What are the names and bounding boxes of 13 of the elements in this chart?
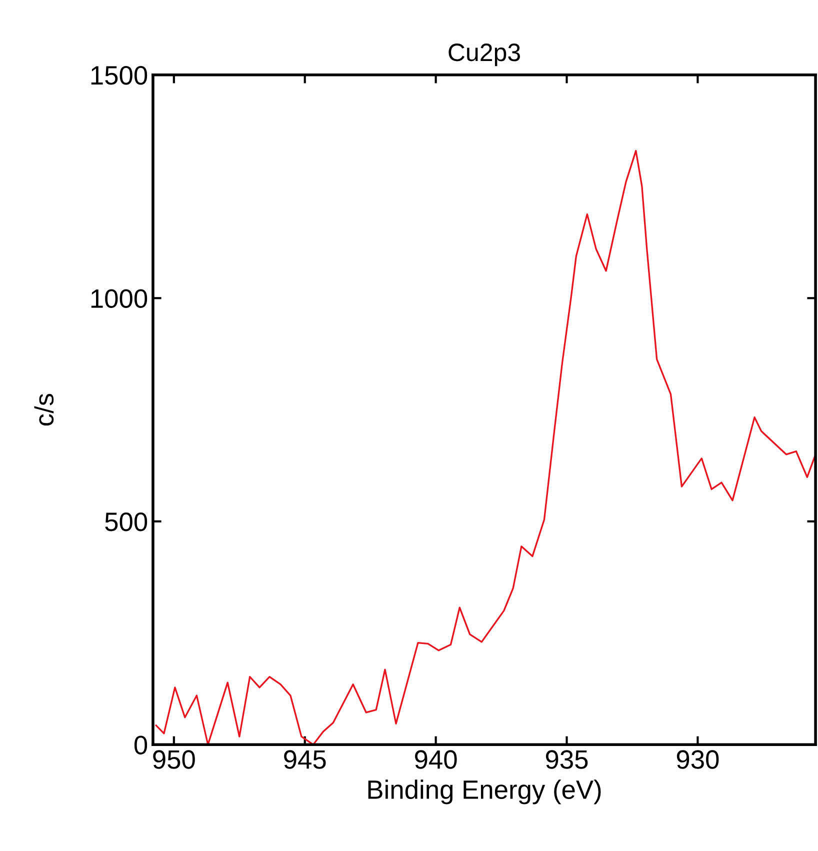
y-tick-label: 1500 xyxy=(91,66,148,85)
y-tick-label: 1000 xyxy=(91,289,148,308)
chart-title: Cu2p3 xyxy=(448,44,520,66)
x-tick-label: 935 xyxy=(546,750,588,769)
y-tick-label: 500 xyxy=(105,512,148,532)
x-tick-label: 940 xyxy=(415,750,457,769)
y-axis-title: c/s xyxy=(34,394,54,426)
line-series xyxy=(155,150,816,745)
x-tick-label: 945 xyxy=(284,750,326,769)
x-tick-label: 950 xyxy=(153,750,195,769)
x-tick-label: 930 xyxy=(676,750,719,769)
x-axis-title: Binding Energy (eV) xyxy=(368,780,601,804)
y-tick-label: 0 xyxy=(134,736,148,754)
